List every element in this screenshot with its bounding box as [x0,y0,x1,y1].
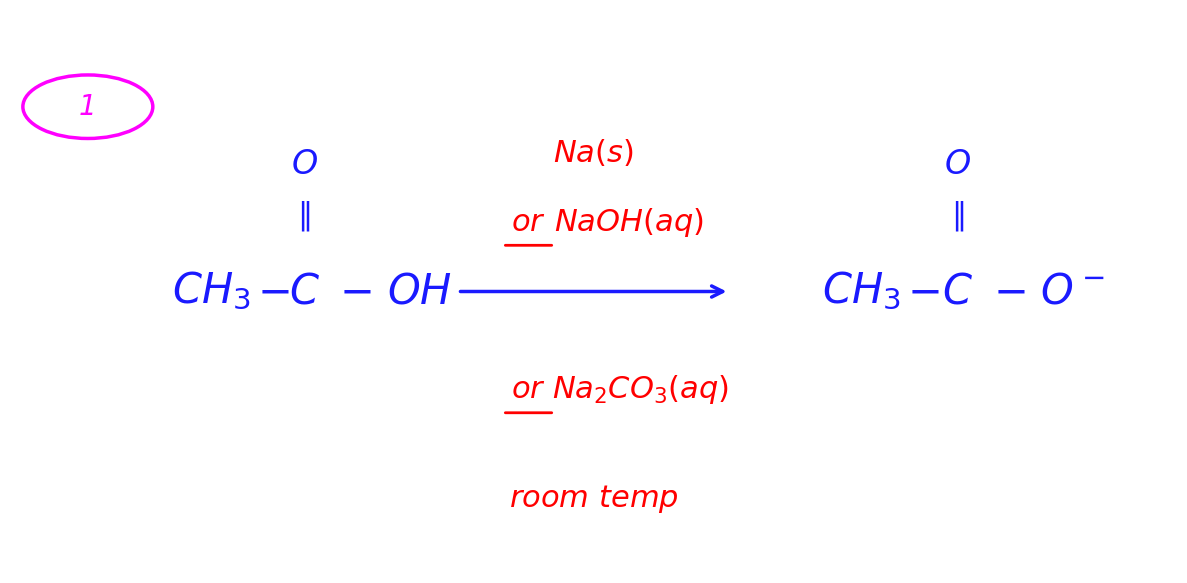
Text: $\mathit{O}^-$: $\mathit{O}^-$ [1040,271,1105,312]
Text: $\mathit{or}$: $\mathit{or}$ [512,375,546,404]
Text: $\mathit{Na_2CO_3(aq)}$: $\mathit{Na_2CO_3(aq)}$ [552,373,729,406]
Text: $\mathit{OH}$: $\mathit{OH}$ [387,271,452,312]
Text: $-$: $-$ [992,271,1026,312]
Text: $\|$: $\|$ [298,199,311,233]
Text: $\|$: $\|$ [951,199,964,233]
Text: $\mathit{C}$: $\mathit{C}$ [942,271,973,312]
Text: $\mathit{NaOH(aq)}$: $\mathit{NaOH(aq)}$ [554,206,704,238]
Text: 1: 1 [80,93,96,121]
Text: $-$: $-$ [907,271,939,312]
Text: $-$: $-$ [256,271,290,312]
Text: $\mathit{O}$: $\mathit{O}$ [944,148,971,181]
Text: $\mathit{CH_3}$: $\mathit{CH_3}$ [823,271,901,312]
Text: $\mathit{or}$: $\mathit{or}$ [512,208,546,237]
Text: $\mathit{Na(s)}$: $\mathit{Na(s)}$ [553,138,634,168]
Text: $\mathit{O}$: $\mathit{O}$ [291,148,317,181]
Text: $\mathit{room\ temp}$: $\mathit{room\ temp}$ [508,483,679,515]
Text: $\mathit{C}$: $\mathit{C}$ [288,271,319,312]
Text: $\mathit{CH_3}$: $\mathit{CH_3}$ [172,271,250,312]
Text: $-$: $-$ [339,271,372,312]
